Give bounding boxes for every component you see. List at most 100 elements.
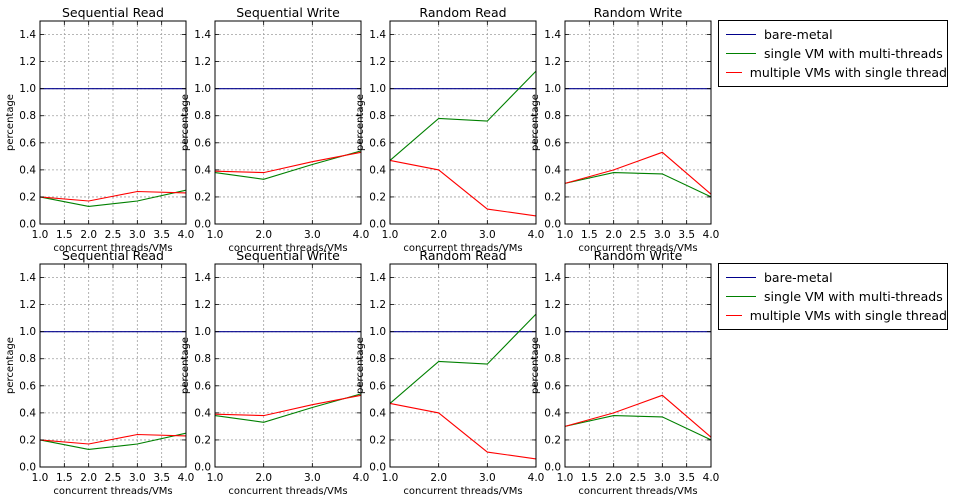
- y-tick-label: 0.6: [544, 380, 561, 392]
- series-line-single-vm: [564, 172, 712, 198]
- y-tick-label: 1.2: [19, 56, 36, 68]
- legend-bottom: bare-metal single VM with multi-threads …: [718, 263, 948, 330]
- subplot-7: 1.0 2.0 3.0 4.00.00.20.40.60.81.01.21.4Rand…: [355, 248, 544, 497]
- y-tick-label: 0.6: [544, 137, 561, 149]
- axes-frame: [214, 20, 362, 225]
- y-tick-label: 1.0: [369, 326, 386, 338]
- x-tick-label: 1.0: [557, 472, 574, 484]
- subplot-4: 1.0 1.5 2.0 2.5 3.0 3.5 4.00.00.20.40.60.81.01…: [530, 5, 719, 254]
- y-tick-label: 0.0: [369, 219, 386, 231]
- y-tick-label: 0.8: [369, 110, 386, 122]
- x-tick-label: 2.0: [80, 472, 97, 484]
- plot-area: [215, 21, 361, 224]
- x-tick-label: 2.5: [630, 229, 647, 241]
- x-tick-label: 3.0: [304, 472, 321, 484]
- x-axis-label: concurrent threads/VMs: [578, 243, 697, 254]
- subplot-title: Sequential Write: [236, 5, 340, 20]
- x-tick-label: 1.5: [581, 229, 598, 241]
- x-tick-label: 4.0: [178, 229, 195, 241]
- x-axis-label: concurrent threads/VMs: [53, 243, 172, 254]
- x-tick-label: 4.0: [353, 472, 370, 484]
- y-tick-label: 0.8: [194, 353, 211, 365]
- x-tick-label: 1.0: [32, 472, 49, 484]
- x-tick-label: 4.0: [528, 229, 545, 241]
- y-tick-label: 0.0: [544, 462, 561, 474]
- y-tick-label: 0.2: [194, 434, 211, 446]
- y-tick-label: 1.0: [544, 83, 561, 95]
- series-line-multi-vm: [214, 394, 362, 417]
- legend-label: multiple VMs with single thread: [749, 65, 947, 80]
- subplot-2: 1.0 2.0 3.0 4.00.00.20.40.60.81.01.21.4Sequ…: [180, 5, 369, 254]
- subplot-1: 1.0 1.5 2.0 2.5 3.0 3.5 4.0 0.0 0.2 0.4 0.6 0.8 1.0 1…: [5, 5, 194, 254]
- series-line-single-vm: [389, 70, 537, 161]
- subplot-title: Random Read: [419, 248, 506, 263]
- x-tick-label: 4.0: [178, 472, 195, 484]
- y-tick-label: 1.2: [369, 299, 386, 311]
- subplot-title: Random Write: [594, 248, 683, 263]
- y-tick-label: 1.4: [194, 272, 211, 284]
- y-tick-label: 1.2: [19, 299, 36, 311]
- x-tick-label: 4.0: [353, 229, 370, 241]
- axes-frame: [214, 263, 362, 468]
- x-axis-label: concurrent threads/VMs: [53, 486, 172, 497]
- legend-label: bare-metal: [764, 27, 833, 42]
- x-tick-label: 4.0: [703, 229, 720, 241]
- y-tick-label: 0.0: [194, 219, 211, 231]
- x-tick-label: 1.0: [382, 229, 399, 241]
- y-tick-label: 0.8: [19, 353, 36, 365]
- x-tick-label: 2.0: [255, 229, 272, 241]
- legend-label: bare-metal: [764, 270, 833, 285]
- y-tick-label: 1.4: [19, 272, 36, 284]
- series-line-single-vm: [214, 393, 362, 423]
- y-tick-label: 0.8: [544, 353, 561, 365]
- series-line-multi-vm: [564, 151, 712, 195]
- series-line-multi-vm: [389, 159, 537, 217]
- subplot-title: Random Write: [594, 5, 683, 20]
- y-tick-label: 0.0: [19, 462, 36, 474]
- y-tick-label: 0.2: [544, 191, 561, 203]
- series-line-multi-vm: [214, 151, 362, 174]
- y-tick-label: 0.8: [369, 353, 386, 365]
- subplot-title: Sequential Write: [236, 248, 340, 263]
- y-tick-label: 0.4: [544, 164, 561, 176]
- y-tick-label: 1.0: [19, 83, 36, 95]
- x-tick-label: 4.0: [528, 472, 545, 484]
- y-tick-label: 0.0: [369, 462, 386, 474]
- legend-label: multiple VMs with single thread: [749, 308, 947, 323]
- legend-entry-single-vm: single VM with multi-threads: [719, 287, 947, 306]
- y-tick-label: 1.0: [194, 326, 211, 338]
- y-axis-label: percentage: [355, 94, 366, 151]
- x-tick-label: 2.0: [430, 472, 447, 484]
- y-tick-label: 1.2: [194, 299, 211, 311]
- x-tick-label: 3.0: [129, 229, 146, 241]
- x-tick-label: 2.0: [605, 472, 622, 484]
- y-tick-label: 0.2: [194, 191, 211, 203]
- y-tick-label: 0.6: [369, 380, 386, 392]
- y-axis-label: percentage: [180, 94, 191, 151]
- y-tick-label: 0.4: [194, 407, 211, 419]
- plot-area: [390, 21, 536, 224]
- y-tick-label: 0.6: [369, 137, 386, 149]
- y-tick-label: 0.4: [369, 407, 386, 419]
- y-tick-label: 0.4: [544, 407, 561, 419]
- legend-top: bare-metal single VM with multi-threads …: [718, 20, 948, 87]
- y-tick-label: 1.0: [369, 83, 386, 95]
- y-tick-label: 1.2: [544, 56, 561, 68]
- legend-swatch-bare-metal: [726, 34, 756, 35]
- x-tick-label: 3.0: [479, 229, 496, 241]
- x-tick-label: 2.0: [255, 472, 272, 484]
- y-tick-label: 0.4: [194, 164, 211, 176]
- x-axis-label: concurrent threads/VMs: [228, 486, 347, 497]
- x-tick-label: 1.0: [207, 472, 224, 484]
- x-tick-label: 3.0: [304, 229, 321, 241]
- x-tick-label: 1.0: [557, 229, 574, 241]
- x-tick-label: 3.0: [479, 472, 496, 484]
- y-tick-label: 1.0: [194, 83, 211, 95]
- subplot-6: 1.0 2.0 3.0 4.00.00.20.40.60.81.01.21.4Sequ…: [180, 248, 369, 497]
- y-axis-label: percentage: [180, 337, 191, 394]
- x-tick-label: 1.0: [207, 229, 224, 241]
- x-axis-label: concurrent threads/VMs: [578, 486, 697, 497]
- y-axis-label: percentage: [5, 337, 16, 394]
- y-tick-label: 0.2: [19, 191, 36, 203]
